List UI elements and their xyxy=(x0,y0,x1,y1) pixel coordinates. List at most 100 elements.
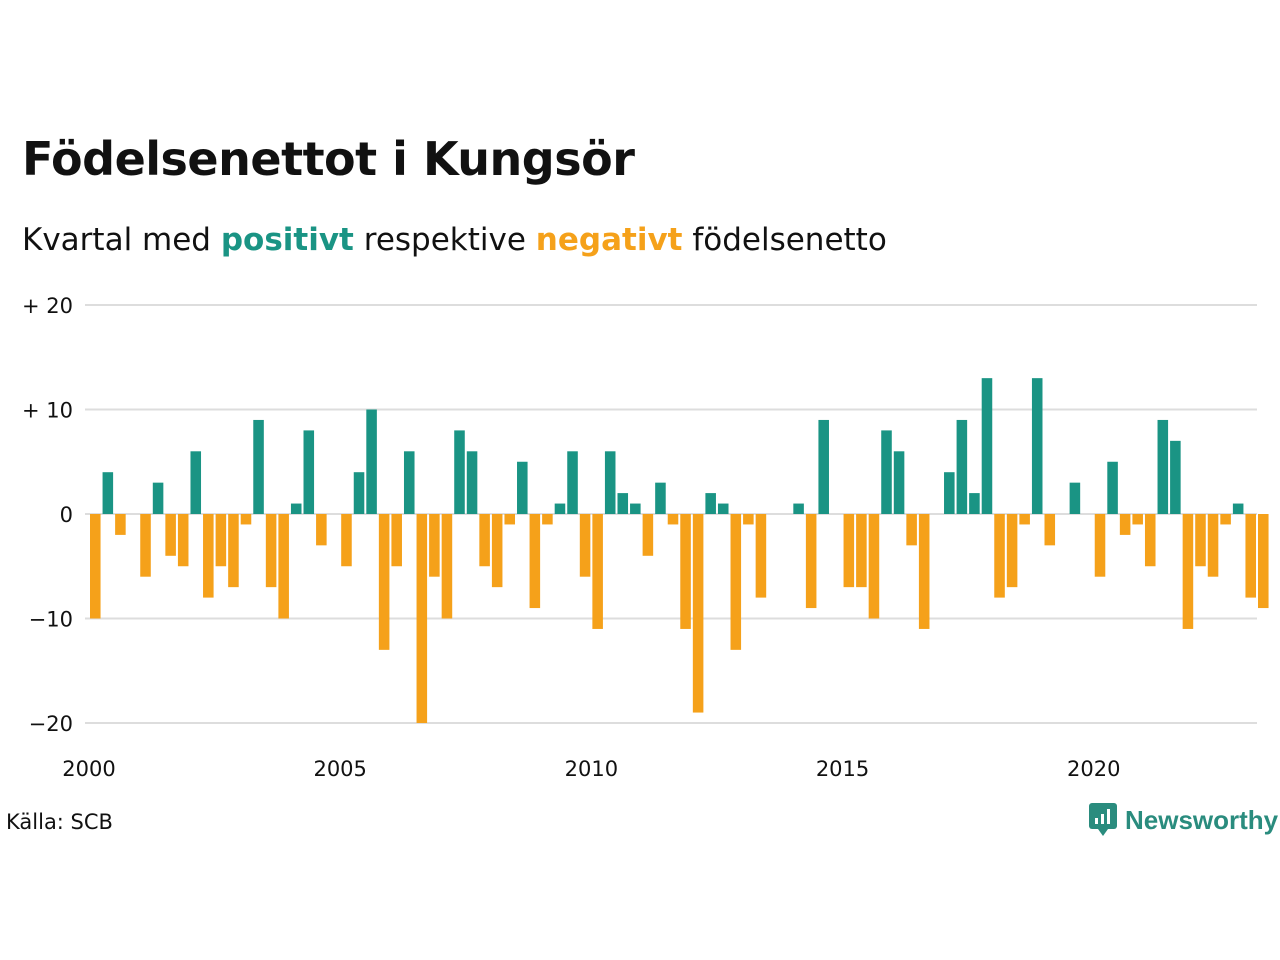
bar-2009-q3 xyxy=(567,451,578,514)
bar-2003-q4 xyxy=(278,514,289,619)
newsworthy-icon xyxy=(1089,803,1117,836)
bar-2002-q3 xyxy=(215,514,227,567)
bar-2007-q3 xyxy=(466,451,478,514)
bar-2018-q3 xyxy=(1019,514,1030,525)
subtitle-prefix: Kvartal med xyxy=(22,222,211,258)
bar-2000-q2 xyxy=(102,472,114,514)
bar-2004-q3 xyxy=(316,514,327,546)
bar-2006-q2 xyxy=(403,451,415,514)
brand-name: Newsworthy xyxy=(1125,804,1279,835)
bar-2012-q2 xyxy=(705,493,716,514)
bar-2007-q4 xyxy=(479,514,490,567)
bar-2012-q4 xyxy=(730,514,742,650)
y-tick-label: −10 xyxy=(29,608,73,632)
subtitle-middle: respektive xyxy=(363,222,526,258)
x-tick-label: 2005 xyxy=(313,757,366,781)
bar-2001-q4 xyxy=(177,514,189,567)
bar-2019-q1 xyxy=(1044,514,1056,546)
bar-2000-q3 xyxy=(115,514,126,535)
bar-2018-q1 xyxy=(994,514,1005,598)
bar-2004-q2 xyxy=(303,430,315,514)
bar-2010-q2 xyxy=(604,451,616,514)
bar-2010-q3 xyxy=(617,493,629,514)
y-tick-label: + 10 xyxy=(22,399,73,423)
bar-2016-q2 xyxy=(906,514,917,546)
bar-2015-q2 xyxy=(856,514,867,588)
x-tick-label: 2000 xyxy=(62,757,115,781)
bar-2021-q3 xyxy=(1170,440,1181,514)
bar-2015-q1 xyxy=(843,514,855,588)
bar-2010-q1 xyxy=(592,514,603,629)
x-tick-label: 2015 xyxy=(816,757,869,781)
bar-2018-q4 xyxy=(1031,378,1043,514)
bar-2002-q1 xyxy=(190,451,202,514)
bar-2003-q1 xyxy=(240,514,252,525)
subtitle-negative-word: negativt xyxy=(535,222,683,258)
bar-2017-q3 xyxy=(969,493,980,514)
bar-2011-q3 xyxy=(667,514,679,525)
bar-2020-q4 xyxy=(1132,514,1143,525)
bar-2000-q1 xyxy=(90,514,101,619)
bar-2009-q2 xyxy=(554,503,566,514)
bar-2019-q3 xyxy=(1069,482,1081,514)
bar-2014-q2 xyxy=(805,514,817,609)
bar-2011-q2 xyxy=(655,482,666,514)
bar-2002-q4 xyxy=(228,514,239,588)
bar-2020-q1 xyxy=(1094,514,1106,577)
bar-2023-q1 xyxy=(1245,514,1256,598)
bars xyxy=(90,378,1269,723)
bar-2011-q1 xyxy=(642,514,654,556)
bar-2014-q3 xyxy=(818,419,829,514)
bar-2023-q2 xyxy=(1258,514,1269,609)
bar-2010-q4 xyxy=(630,503,641,514)
bar-2016-q3 xyxy=(918,514,930,629)
bar-2013-q2 xyxy=(755,514,767,598)
bar-2017-q4 xyxy=(981,378,993,514)
y-axis-labels: + 20 + 10 0 −10 −20 xyxy=(22,294,73,736)
subtitle-suffix: födelsenetto xyxy=(692,222,887,258)
bar-2006-q3 xyxy=(416,514,428,723)
bar-2017-q2 xyxy=(956,419,968,514)
bar-2005-q2 xyxy=(353,472,365,514)
bar-2008-q1 xyxy=(491,514,503,588)
bar-2018-q2 xyxy=(1006,514,1018,588)
chart-title: Födelsenettot i Kungsör xyxy=(22,132,635,186)
y-tick-label: −20 xyxy=(29,712,73,736)
bar-2003-q2 xyxy=(253,419,264,514)
bar-2021-q4 xyxy=(1182,514,1194,629)
bar-2022-q4 xyxy=(1232,503,1244,514)
bar-2001-q1 xyxy=(140,514,151,577)
x-tick-label: 2020 xyxy=(1067,757,1120,781)
bar-2021-q2 xyxy=(1157,419,1169,514)
x-axis-labels: 2000 2005 2010 2015 2020 xyxy=(62,757,1120,781)
x-tick-label: 2010 xyxy=(565,757,618,781)
bar-2006-q1 xyxy=(391,514,402,567)
bar-2005-q1 xyxy=(341,514,352,567)
subtitle-positive-word: positivt xyxy=(220,222,354,258)
bar-2015-q4 xyxy=(881,430,892,514)
y-tick-label: + 20 xyxy=(22,294,73,318)
bar-2009-q4 xyxy=(579,514,591,577)
bar-2009-q1 xyxy=(542,514,553,525)
y-tick-label: 0 xyxy=(60,503,73,527)
bar-2005-q3 xyxy=(366,409,377,514)
bar-2016-q1 xyxy=(893,451,905,514)
source-note: Källa: SCB xyxy=(6,810,113,834)
bar-2017-q1 xyxy=(944,472,955,514)
bar-2005-q4 xyxy=(378,514,390,650)
bar-2007-q1 xyxy=(441,514,453,619)
bar-2020-q3 xyxy=(1119,514,1131,535)
bar-2020-q2 xyxy=(1107,461,1118,514)
bar-2001-q3 xyxy=(165,514,176,556)
bar-2015-q3 xyxy=(868,514,880,619)
bar-2008-q3 xyxy=(517,461,528,514)
bar-2013-q1 xyxy=(743,514,754,525)
bar-2004-q1 xyxy=(290,503,302,514)
bar-2001-q2 xyxy=(152,482,164,514)
bar-2006-q4 xyxy=(429,514,440,577)
bar-2014-q1 xyxy=(793,503,804,514)
bar-2003-q3 xyxy=(265,514,277,588)
bar-2012-q1 xyxy=(692,514,704,713)
bar-2022-q3 xyxy=(1220,514,1231,525)
bar-2007-q2 xyxy=(454,430,465,514)
